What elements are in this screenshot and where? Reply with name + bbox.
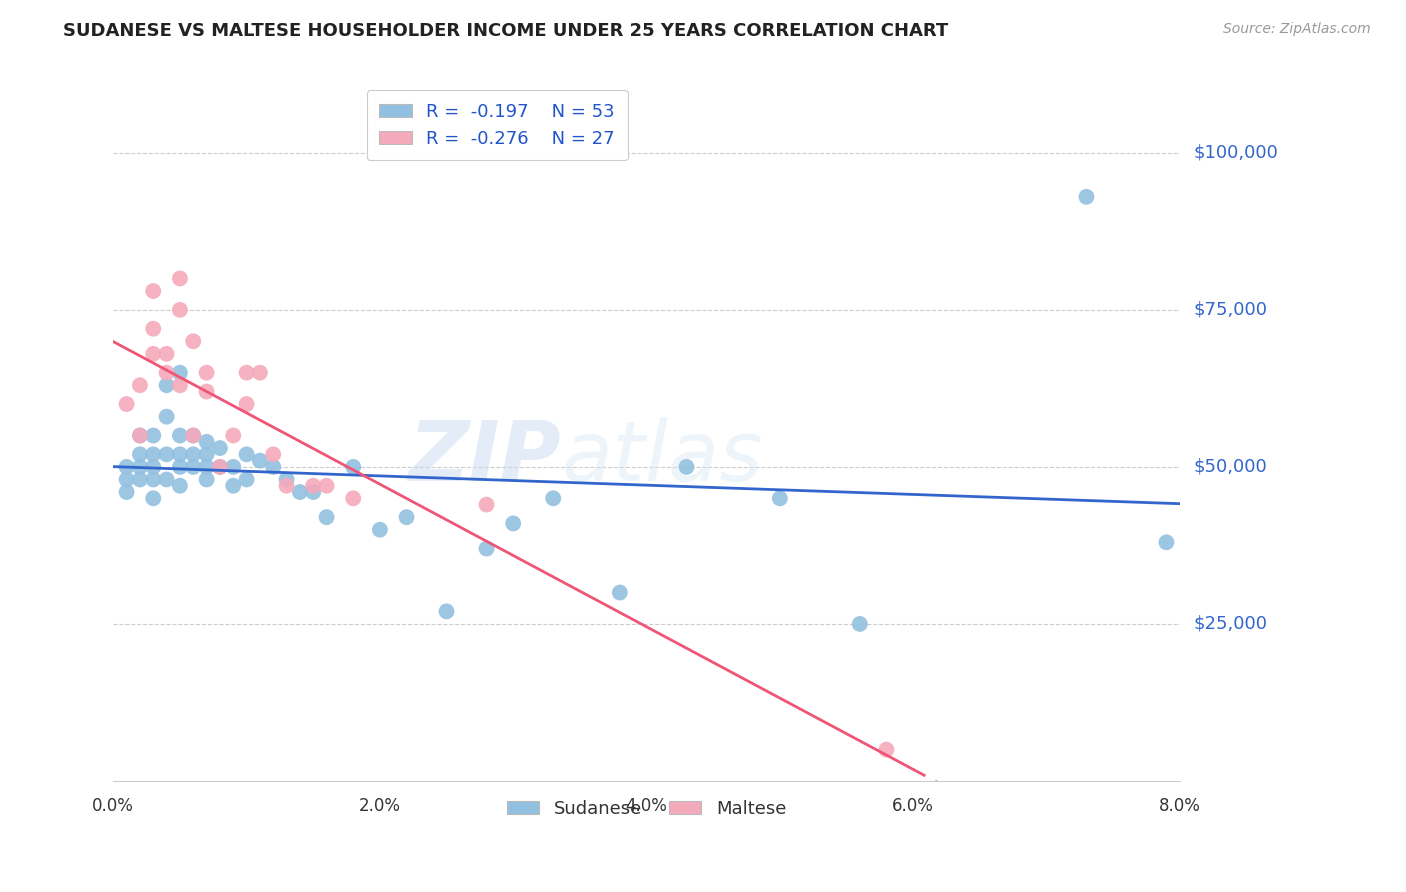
Point [142, 347, 165, 361]
Point [609, 585, 631, 599]
Point [288, 485, 311, 500]
Point [129, 473, 152, 487]
Point [675, 459, 697, 474]
Point [181, 428, 204, 442]
Point [195, 447, 218, 461]
Point [249, 366, 271, 380]
Point [235, 447, 257, 461]
Point [222, 479, 245, 493]
Point [115, 485, 138, 500]
Point [115, 397, 138, 411]
Point [875, 742, 897, 756]
Point [195, 366, 218, 380]
Point [342, 491, 364, 506]
Point [342, 459, 364, 474]
Point [208, 459, 231, 474]
Point [769, 491, 792, 506]
Text: $25,000: $25,000 [1194, 615, 1268, 633]
Text: $75,000: $75,000 [1194, 301, 1268, 318]
Point [368, 523, 391, 537]
Point [262, 459, 284, 474]
Point [129, 459, 152, 474]
Point [208, 441, 231, 455]
Point [195, 473, 218, 487]
Point [475, 498, 498, 512]
Point [315, 479, 337, 493]
Point [1156, 535, 1178, 549]
Point [129, 428, 152, 442]
Point [169, 479, 191, 493]
Point [155, 473, 177, 487]
Point [142, 447, 165, 461]
Point [129, 378, 152, 392]
Point [249, 453, 271, 467]
Point [155, 378, 177, 392]
Point [262, 447, 284, 461]
Text: ZIP: ZIP [409, 417, 561, 498]
Point [155, 409, 177, 424]
Point [195, 459, 218, 474]
Text: $100,000: $100,000 [1194, 144, 1278, 161]
Point [155, 366, 177, 380]
Point [276, 479, 298, 493]
Point [195, 434, 218, 449]
Point [302, 479, 325, 493]
Point [222, 459, 245, 474]
Point [235, 366, 257, 380]
Point [436, 604, 458, 618]
Point [115, 459, 138, 474]
Point [181, 334, 204, 349]
Point [155, 347, 177, 361]
Point [302, 485, 325, 500]
Legend: Sudanese, Maltese: Sudanese, Maltese [499, 792, 793, 825]
Point [235, 473, 257, 487]
Point [169, 447, 191, 461]
Point [129, 447, 152, 461]
Point [181, 428, 204, 442]
Point [169, 366, 191, 380]
Point [169, 378, 191, 392]
Point [208, 459, 231, 474]
Point [541, 491, 564, 506]
Point [169, 459, 191, 474]
Point [115, 473, 138, 487]
Point [169, 302, 191, 317]
Point [315, 510, 337, 524]
Point [181, 459, 204, 474]
Point [142, 428, 165, 442]
Text: SUDANESE VS MALTESE HOUSEHOLDER INCOME UNDER 25 YEARS CORRELATION CHART: SUDANESE VS MALTESE HOUSEHOLDER INCOME U… [63, 22, 949, 40]
Point [142, 459, 165, 474]
Text: Source: ZipAtlas.com: Source: ZipAtlas.com [1223, 22, 1371, 37]
Point [849, 616, 872, 631]
Text: $50,000: $50,000 [1194, 458, 1267, 476]
Point [169, 271, 191, 285]
Point [142, 491, 165, 506]
Point [142, 473, 165, 487]
Text: atlas: atlas [561, 417, 763, 498]
Point [502, 516, 524, 531]
Point [195, 384, 218, 399]
Point [142, 322, 165, 336]
Point [222, 428, 245, 442]
Point [276, 473, 298, 487]
Point [142, 284, 165, 298]
Point [155, 447, 177, 461]
Point [235, 397, 257, 411]
Point [129, 428, 152, 442]
Point [1076, 190, 1098, 204]
Point [395, 510, 418, 524]
Point [475, 541, 498, 556]
Point [169, 428, 191, 442]
Point [181, 447, 204, 461]
